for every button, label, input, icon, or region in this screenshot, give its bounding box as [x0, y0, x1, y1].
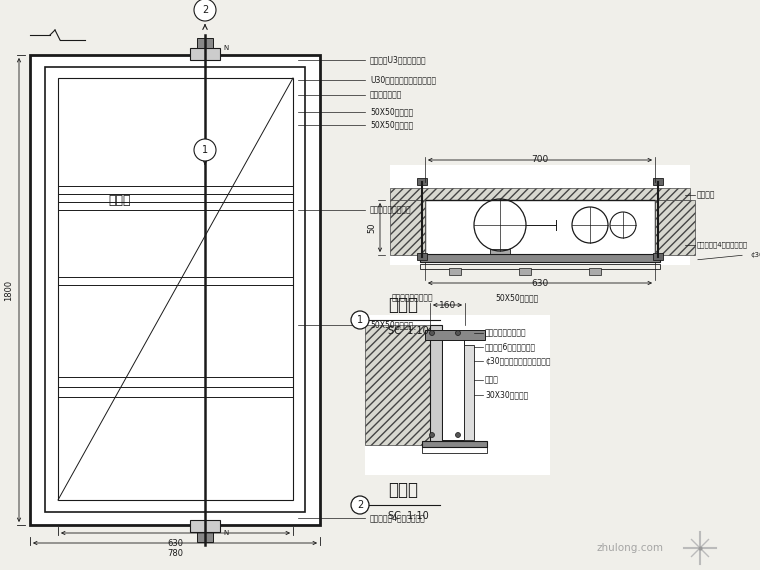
Text: 50: 50 — [367, 222, 376, 233]
Bar — [425, 330, 485, 340]
Bar — [422, 441, 487, 447]
Text: SC  1:10: SC 1:10 — [388, 326, 429, 336]
Text: 50X50板笼内侧: 50X50板笼内侧 — [370, 320, 413, 329]
Bar — [365, 325, 435, 445]
Bar — [365, 315, 550, 475]
Text: 与所在位置材料一致: 与所在位置材料一致 — [485, 328, 527, 337]
Text: N: N — [223, 530, 228, 536]
Text: 630: 630 — [531, 279, 549, 287]
Text: 30X30嵌结角钙: 30X30嵌结角钙 — [485, 390, 528, 400]
Text: 1: 1 — [202, 145, 208, 155]
Text: 160: 160 — [439, 300, 456, 310]
Bar — [390, 165, 690, 265]
Bar — [197, 38, 213, 48]
Bar — [490, 249, 510, 255]
Bar — [425, 200, 655, 255]
Bar — [420, 254, 660, 262]
Circle shape — [194, 139, 216, 161]
Text: 50X50槽穿身针: 50X50槽穿身针 — [370, 108, 413, 116]
Bar — [197, 532, 213, 542]
Text: 2: 2 — [357, 500, 363, 510]
Bar — [589, 268, 601, 275]
Text: 630: 630 — [167, 539, 183, 548]
Circle shape — [351, 311, 369, 329]
Bar — [417, 178, 427, 185]
Text: zhulong.com: zhulong.com — [597, 543, 663, 553]
Text: 红色有机玻璃字: 红色有机玻璃字 — [370, 91, 402, 100]
Text: 780: 780 — [167, 549, 183, 558]
Bar — [30, 55, 320, 525]
Text: 消火栋笱: 消火栋笱 — [697, 190, 715, 200]
Text: 剥面图: 剥面图 — [388, 481, 418, 499]
Text: 消火栓: 消火栓 — [109, 193, 131, 206]
Bar — [390, 200, 425, 255]
Bar — [417, 253, 427, 260]
Text: ¢30钙杆上下与万底结继连接: ¢30钙杆上下与万底结继连接 — [485, 356, 550, 365]
Text: 万向端承心4膨胀螺住固定: 万向端承心4膨胀螺住固定 — [697, 242, 748, 249]
Bar — [190, 48, 220, 60]
Text: SC  1:10: SC 1:10 — [388, 511, 429, 521]
Bar — [420, 264, 660, 269]
Bar — [449, 268, 461, 275]
Text: 万向轴承U3膨胀螺住卫定: 万向轴承U3膨胀螺住卫定 — [370, 55, 426, 64]
Text: 1: 1 — [357, 315, 363, 325]
Text: 50X50槽针角钉: 50X50槽针角钉 — [495, 293, 538, 302]
Bar — [655, 200, 695, 255]
Text: 50X50边框角争: 50X50边框角争 — [370, 120, 413, 129]
Text: 700: 700 — [531, 156, 549, 165]
Text: 2: 2 — [202, 5, 208, 15]
Text: 1800: 1800 — [4, 279, 13, 300]
Bar — [653, 178, 663, 185]
Circle shape — [429, 433, 435, 438]
Bar — [464, 345, 474, 440]
Bar — [519, 268, 531, 275]
Bar — [422, 447, 487, 453]
Bar — [58, 78, 293, 500]
Circle shape — [351, 496, 369, 514]
Bar — [45, 67, 305, 512]
Circle shape — [429, 331, 435, 336]
Text: 剥面图: 剥面图 — [388, 296, 418, 314]
Text: 与所在位置面材一致: 与所在位置面材一致 — [370, 206, 412, 214]
Circle shape — [455, 433, 461, 438]
Bar — [30, 55, 320, 525]
Bar — [430, 325, 442, 445]
Bar — [190, 520, 220, 532]
Text: U30钉杆二下与万向轴线定卡: U30钉杆二下与万向轴线定卡 — [370, 75, 436, 84]
Circle shape — [194, 0, 216, 21]
Text: ¢30钙杆上下与万底结束连接: ¢30钙杆上下与万底结束连接 — [750, 252, 760, 258]
Text: 万向轴承心4膨胀螺住厚定: 万向轴承心4膨胀螺住厚定 — [370, 514, 426, 523]
Text: N: N — [223, 45, 228, 51]
Bar — [442, 335, 464, 440]
Circle shape — [455, 331, 461, 336]
Text: 万向承心6膨胀螺住固定: 万向承心6膨胀螺住固定 — [485, 343, 536, 352]
Bar — [653, 253, 663, 260]
Text: 与所在位置面材一致: 与所在位置面材一致 — [392, 293, 434, 302]
Bar — [390, 188, 690, 200]
Text: 消火笱: 消火笱 — [485, 376, 499, 385]
